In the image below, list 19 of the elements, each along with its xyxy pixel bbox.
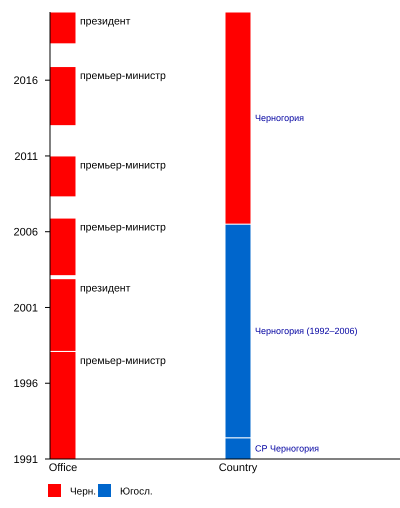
y-tick-label: 2001 xyxy=(14,302,38,314)
y-tick-label: 2016 xyxy=(14,75,38,88)
annotation: Черногория xyxy=(255,113,304,124)
annotation: Черногория (1992–2006) xyxy=(255,326,358,336)
annotation: президент xyxy=(80,16,131,28)
y-tick-label: 2011 xyxy=(14,150,38,163)
legend-label: Югосл. xyxy=(120,486,153,498)
annotation: премьер-министр xyxy=(80,70,166,82)
y-tick-label: 1996 xyxy=(14,378,38,390)
x-tick-label: Office xyxy=(48,462,78,474)
annotation: премьер-министр xyxy=(80,160,166,172)
y-tick-label: 2006 xyxy=(14,226,38,239)
x-tick-label: Country xyxy=(218,462,258,474)
y-tick-label: 1991 xyxy=(14,454,38,466)
annotation: СР Черногория xyxy=(255,444,320,454)
annotation: президент xyxy=(80,282,131,294)
annotation: премьер-министр xyxy=(80,355,166,368)
annotation: премьер-министр xyxy=(80,222,166,234)
legend-label: Черн. xyxy=(70,486,96,498)
